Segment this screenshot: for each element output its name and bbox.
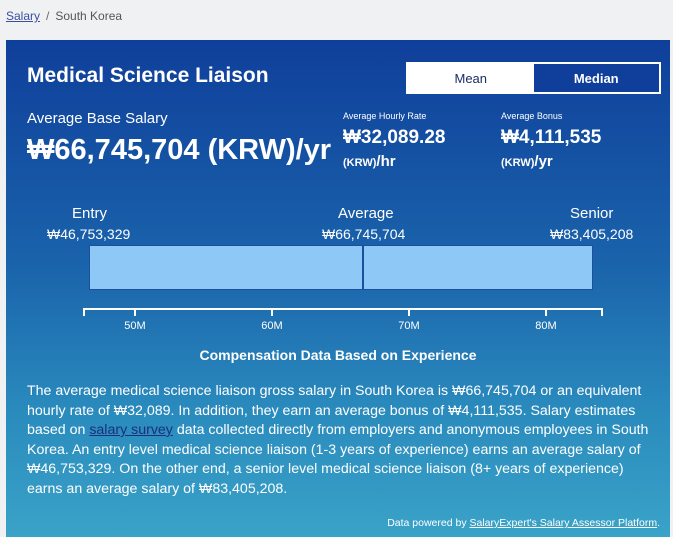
salary-range-bars <box>89 245 595 290</box>
entry-label: Entry <box>72 205 108 222</box>
average-label: Average <box>338 205 394 222</box>
compensation-subheading: Compensation Data Based on Experience <box>199 347 477 363</box>
attribution-suffix: . <box>657 517 660 529</box>
description-part-1: The average medical science liaison gros… <box>27 383 642 438</box>
average-value: ₩66,745,704 <box>322 226 406 242</box>
axis-start-tick <box>83 308 85 316</box>
bonus-value: ₩4,111,535 <box>501 127 602 148</box>
axis-tick-50m <box>134 308 136 316</box>
bonus-label: Average Bonus <box>501 111 563 121</box>
salary-assessor-link[interactable]: SalaryExpert's Salary Assessor Platform <box>469 517 658 529</box>
hourly-rate-value: ₩32,089.28 <box>343 127 446 148</box>
axis-tick-70m <box>408 308 410 316</box>
bonus-per: /yr <box>534 153 553 170</box>
hourly-rate-per: /hr <box>376 153 396 170</box>
breadcrumb-current: South Korea <box>55 9 123 23</box>
hourly-rate-unit: (KRW)/hr <box>343 153 396 170</box>
mean-median-toggle: Mean Median <box>406 62 661 94</box>
salary-survey-link[interactable]: salary survey <box>89 422 173 438</box>
mean-button[interactable]: Mean <box>408 64 534 92</box>
breadcrumb-separator: / <box>46 9 50 23</box>
bonus-unit: (KRW)/yr <box>501 153 553 170</box>
axis-label-80m: 80M <box>535 320 557 332</box>
hourly-rate-currency: (KRW) <box>343 157 377 169</box>
bonus-currency: (KRW) <box>501 157 535 169</box>
x-axis <box>83 308 603 310</box>
description-part-2: data collected directly from employers a… <box>27 422 649 497</box>
axis-label-70m: 70M <box>398 320 420 332</box>
salary-description: The average medical science liaison gros… <box>27 382 657 499</box>
salary-card: Medical Science Liaison Mean Median Aver… <box>6 40 670 537</box>
axis-label-60m: 60M <box>261 320 283 332</box>
axis-tick-60m <box>271 308 273 316</box>
entry-value: ₩46,753,329 <box>47 226 131 242</box>
axis-label-50m: 50M <box>124 320 146 332</box>
average-to-senior-bar <box>363 245 593 290</box>
hourly-rate-label: Average Hourly Rate <box>343 111 427 121</box>
data-attribution: Data powered by SalaryExpert's Salary As… <box>387 517 660 529</box>
attribution-prefix: Data powered by <box>387 517 470 529</box>
breadcrumb: Salary / South Korea <box>6 9 122 23</box>
entry-to-average-bar <box>89 245 363 290</box>
senior-label: Senior <box>570 205 614 222</box>
median-button[interactable]: Median <box>533 64 659 92</box>
breadcrumb-salary-link[interactable]: Salary <box>6 9 41 23</box>
base-salary-value: ₩66,745,704 (KRW)/yr <box>27 134 332 166</box>
axis-tick-80m <box>545 308 547 316</box>
page-title: Medical Science Liaison <box>27 64 269 87</box>
senior-value: ₩83,405,208 <box>550 226 634 242</box>
base-salary-label: Average Base Salary <box>27 110 168 127</box>
axis-end-tick <box>601 308 603 316</box>
